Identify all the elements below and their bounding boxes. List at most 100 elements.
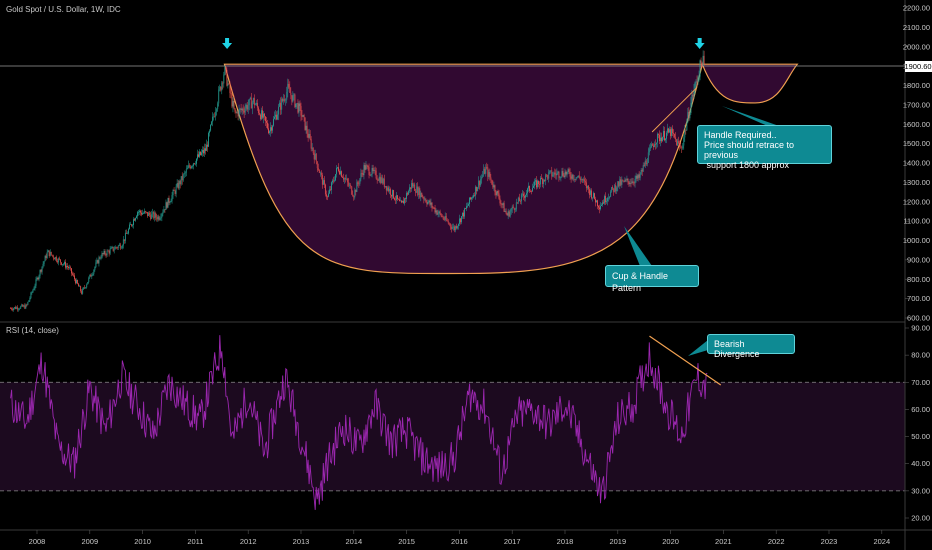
- candle-body: [88, 277, 90, 283]
- candle-body: [150, 214, 152, 219]
- candle-body: [207, 144, 208, 147]
- candle-body: [209, 130, 211, 133]
- candle-body: [342, 176, 344, 178]
- candle-body: [372, 167, 374, 171]
- candle-body: [628, 181, 630, 185]
- candle-body: [303, 115, 305, 118]
- candle-body: [670, 129, 671, 136]
- candle-body: [252, 98, 254, 103]
- time-tick-label: 2013: [293, 537, 310, 546]
- candle-body: [337, 167, 338, 168]
- candle-body: [294, 94, 296, 108]
- candle-body: [620, 179, 622, 185]
- candle-body: [210, 124, 212, 131]
- candle-body: [175, 186, 177, 194]
- candle-body: [238, 109, 240, 117]
- candle-body: [115, 247, 117, 248]
- candle-body: [647, 152, 649, 163]
- candle-body: [109, 248, 111, 254]
- candle-body: [68, 266, 69, 268]
- candle-body: [131, 224, 132, 226]
- candle-body: [176, 183, 178, 187]
- time-tick-label: 2018: [557, 537, 574, 546]
- candle-body: [528, 185, 529, 189]
- candle-body: [634, 179, 636, 184]
- candle-body: [441, 216, 443, 218]
- candle-body: [322, 180, 324, 185]
- candle-body: [654, 144, 656, 145]
- candle-body: [578, 175, 580, 178]
- candle-body: [451, 227, 453, 229]
- candle-body: [323, 180, 325, 185]
- candle-body: [480, 179, 482, 186]
- price-tick-label: 1000.00: [903, 236, 930, 245]
- candle-body: [193, 163, 195, 164]
- candle-body: [83, 287, 85, 290]
- candle-body: [373, 170, 375, 171]
- candle-body: [78, 283, 80, 287]
- candle-body: [366, 165, 368, 167]
- candle-body: [202, 149, 203, 153]
- candle-body: [484, 168, 486, 174]
- candle-body: [601, 204, 602, 206]
- candle-body: [387, 187, 389, 192]
- candle-body: [79, 286, 81, 287]
- candle-body: [563, 175, 565, 178]
- candle-body: [377, 179, 379, 181]
- candle-body: [382, 178, 384, 184]
- candle-body: [444, 216, 446, 220]
- candle-body: [17, 307, 19, 310]
- candle-body: [649, 147, 651, 149]
- candle-body: [212, 116, 214, 122]
- candle-body: [152, 212, 154, 214]
- candle-body: [362, 173, 364, 176]
- candle-body: [208, 132, 209, 147]
- candle-body: [290, 92, 292, 96]
- candle-body: [660, 137, 661, 142]
- price-tick-label: 1500.00: [903, 139, 930, 148]
- candle-body: [629, 182, 631, 185]
- candle-body: [674, 133, 676, 138]
- rsi-guides: [0, 381, 905, 492]
- rsi-tick-label: 80.00: [911, 351, 930, 360]
- candle-body: [489, 172, 491, 178]
- candle-body: [195, 163, 196, 165]
- candle-body: [226, 69, 228, 86]
- candle-body: [82, 289, 84, 294]
- candle-body: [46, 252, 48, 258]
- candle-body: [690, 102, 692, 114]
- candle-body: [641, 169, 643, 172]
- candle-body: [631, 181, 633, 184]
- candle-body: [456, 226, 458, 229]
- candle-body: [311, 147, 313, 149]
- candle-body: [63, 264, 64, 265]
- candle-body: [60, 262, 62, 265]
- candle-body: [329, 189, 330, 194]
- down-arrow-icon: [694, 38, 705, 49]
- candle-body: [41, 266, 43, 272]
- candle-body: [368, 167, 370, 175]
- divergence-callout-pointer: [688, 340, 708, 356]
- candle-body: [597, 200, 598, 207]
- candle-body: [154, 213, 156, 219]
- candle-body: [335, 174, 336, 181]
- candle-body: [295, 103, 297, 108]
- candle-body: [602, 202, 603, 205]
- candle-body: [384, 186, 386, 187]
- candle-body: [304, 117, 306, 130]
- candle-body: [356, 182, 358, 193]
- candle-body: [146, 211, 148, 213]
- candle-body: [350, 185, 352, 187]
- candle-body: [599, 207, 600, 210]
- candle-body: [264, 113, 265, 117]
- candle-body: [56, 261, 58, 263]
- candle-body: [133, 219, 134, 225]
- candle-body: [412, 183, 414, 187]
- candle-body: [98, 257, 100, 264]
- candle-body: [413, 184, 415, 187]
- candle-body: [466, 206, 467, 209]
- candle-body: [465, 208, 466, 209]
- candle-body: [22, 304, 24, 307]
- candle-body: [496, 190, 498, 196]
- candle-body: [232, 100, 234, 107]
